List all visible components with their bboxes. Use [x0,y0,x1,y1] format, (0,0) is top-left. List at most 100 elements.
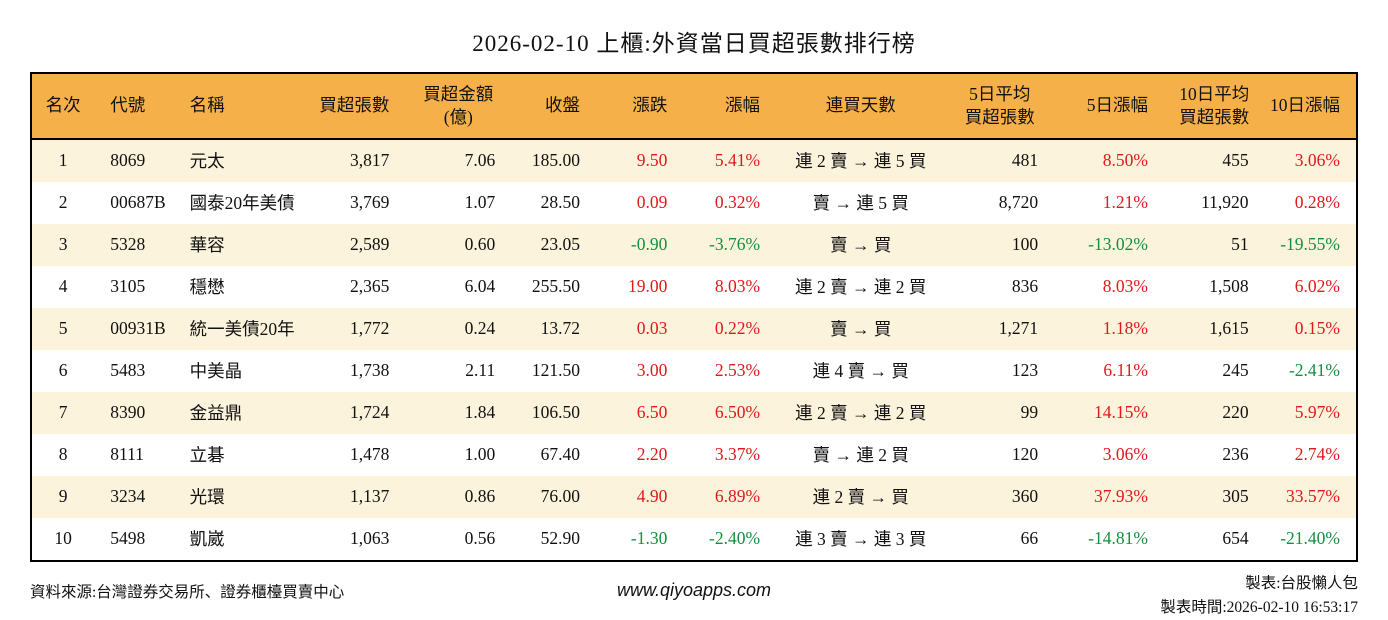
cell-close: 13.72 [540,318,580,338]
table-header: 名次 代號 名稱 買超張數 買超金額 (億) 收盤 漲跌 漲幅 連買天數 5日平… [32,74,1356,140]
table-row: 6 5483 中美晶 1,738 2.11 121.50 3.00 2.53% 連 4 賣 → … [32,350,1356,392]
table-row: 9 3234 光環 1,137 0.86 76.00 4.90 6.89% 連 2 賣 → 買 3… [32,475,1356,518]
table-row: 4 3105 穩懋 2,365 6.04 255.50 19.00 8.03% 連 2 賣 → … [32,266,1356,308]
cell-name: 中美晶 [189,361,243,381]
cell-net-buy-amount: 0.60 [464,234,496,254]
cell-code: 3105 [110,276,146,296]
cell-change-pct: 8.03% [714,276,761,296]
cell-change-pct: 6.50% [714,402,761,422]
timestamp-text: 製表時間:2026-02-10 16:53:17 [1160,598,1358,616]
cell-close: 52.90 [540,528,580,548]
cell-pct5: 1.21% [1102,192,1148,212]
header-avg10-volume: 10日平均 買超張數 [1163,74,1265,140]
cell-avg5-volume: 8,720 [998,192,1039,212]
cell-change-pct: 6.89% [714,486,761,506]
cell-change-pct: -3.76% [709,234,761,254]
header-row: 名次 代號 名稱 買超張數 買超金額 (億) 收盤 漲跌 漲幅 連買天數 5日平… [32,74,1356,140]
cell-net-buy-volume: 2,589 [349,234,390,254]
cell-avg5-volume: 100 [1011,234,1039,254]
cell-avg5-volume: 99 [1020,402,1039,422]
cell-change-pct: 0.22% [714,318,761,338]
cell-streak: 賣 → 買 [830,319,892,339]
cell-change: 4.90 [636,486,668,506]
cell-close: 76.00 [540,486,580,506]
cell-net-buy-volume: 3,817 [349,150,390,170]
cell-change: 19.00 [627,276,668,296]
cell-net-buy-volume: 1,724 [349,402,390,422]
cell-net-buy-amount: 2.11 [465,360,496,380]
cell-net-buy-volume: 1,137 [349,486,390,506]
cell-pct10: 0.28% [1294,192,1340,212]
cell-streak: 連 2 賣 → 連 2 買 [795,277,927,297]
cell-close: 106.50 [531,402,580,422]
cell-net-buy-amount: 1.00 [464,444,496,464]
cell-avg10-volume: 236 [1222,444,1249,464]
cell-rank: 1 [58,150,68,170]
cell-change: 0.03 [636,318,668,338]
cell-pct10: -19.55% [1280,234,1340,254]
maker-text: 製表:台股懶人包 [1245,574,1358,592]
cell-pct5: 1.18% [1102,318,1148,338]
cell-net-buy-volume: 1,738 [349,360,390,380]
cell-close: 255.50 [531,276,580,296]
cell-pct5: 14.15% [1094,402,1148,422]
cell-avg10-volume: 1,615 [1209,318,1249,338]
cell-rank: 4 [58,276,68,296]
cell-pct5: -13.02% [1088,234,1148,254]
cell-net-buy-volume: 3,769 [349,192,390,212]
cell-net-buy-amount: 0.24 [464,318,496,338]
cell-net-buy-volume: 1,063 [349,528,390,548]
cell-streak: 連 2 賣 → 連 5 買 [795,151,927,171]
header-pct10: 10日漲幅 [1264,74,1356,140]
cell-pct5: 8.03% [1102,276,1148,296]
cell-streak: 連 2 賣 → 買 [812,487,909,507]
header-close: 收盤 [511,74,596,140]
table-row: 3 5328 華容 2,589 0.60 23.05 -0.90 -3.76% 賣 → 買 100… [32,223,1356,266]
cell-change-pct: 2.53% [714,360,761,380]
cell-pct5: 8.50% [1102,150,1148,170]
cell-pct10: 33.57% [1286,486,1340,506]
cell-pct10: -21.40% [1280,528,1340,548]
cell-name: 華容 [189,235,225,255]
cell-rank: 6 [58,360,68,380]
table-row: 10 5498 凱崴 1,063 0.56 52.90 -1.30 -2.40% 連 3 賣 →… [32,518,1356,560]
cell-pct10: 5.97% [1294,402,1340,422]
cell-avg5-volume: 836 [1011,276,1039,296]
cell-avg5-volume: 481 [1011,150,1039,170]
cell-avg5-volume: 66 [1020,528,1039,548]
header-avg5-volume: 5日平均 買超張數 [945,74,1055,140]
cell-avg10-volume: 245 [1222,360,1249,380]
cell-change-pct: 0.32% [714,192,761,212]
cell-pct5: 6.11% [1103,360,1148,380]
cell-name: 金益鼎 [189,403,243,423]
cell-change-pct: 5.41% [714,150,761,170]
table-row: 5 00931B 統一美債20年 1,772 0.24 13.72 0.03 0.22% 賣 →… [32,307,1356,350]
cell-streak: 賣 → 買 [830,235,892,255]
header-code: 代號 [94,74,174,140]
cell-close: 185.00 [531,150,580,170]
header-net-buy-volume: 買超張數 [308,74,406,140]
cell-rank: 10 [54,528,72,548]
cell-net-buy-amount: 1.84 [464,402,496,422]
cell-code: 00687B [110,192,166,212]
cell-close: 28.50 [540,192,580,212]
header-change: 漲跌 [595,74,684,140]
cell-code: 5483 [110,360,146,380]
cell-pct5: 3.06% [1102,444,1148,464]
cell-change: 9.50 [636,150,668,170]
cell-avg10-volume: 455 [1222,150,1249,170]
cell-net-buy-amount: 0.86 [464,486,496,506]
cell-code: 8111 [110,444,144,464]
cell-change: -1.30 [630,528,668,548]
cell-close: 121.50 [531,360,580,380]
cell-avg5-volume: 123 [1011,360,1039,380]
header-name: 名稱 [173,74,309,140]
cell-rank: 5 [58,318,68,338]
cell-name: 光環 [189,487,225,507]
cell-pct10: 6.02% [1294,276,1340,296]
cell-name: 立碁 [189,445,225,465]
cell-avg10-volume: 11,920 [1201,192,1249,212]
cell-avg5-volume: 360 [1011,486,1039,506]
cell-pct10: 0.15% [1294,318,1340,338]
cell-net-buy-volume: 1,772 [349,318,390,338]
